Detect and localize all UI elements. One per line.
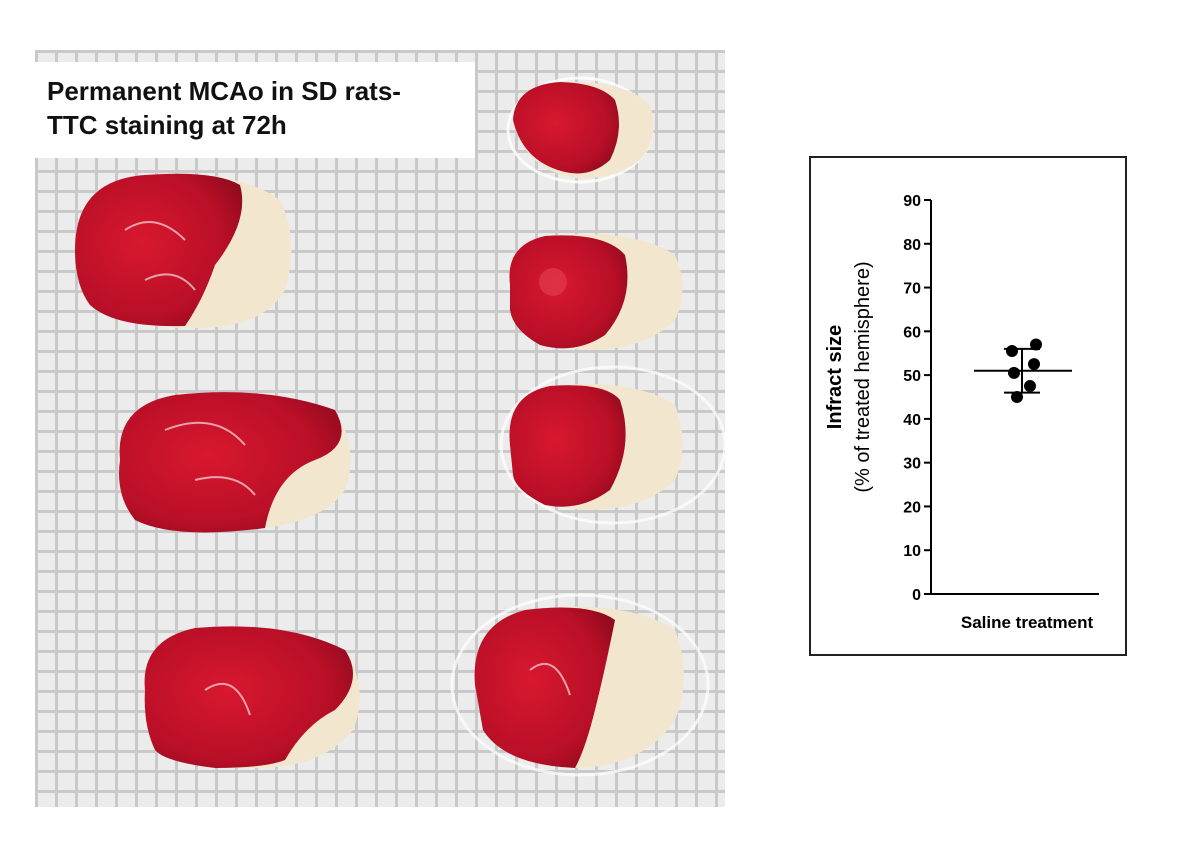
chart-svg: 0 10 20 30 40 50 60 70 80 90 Infract size (% of tre… <box>824 193 1099 632</box>
y-tick-label: 50 <box>903 368 921 385</box>
brain-slice-2 <box>75 173 292 329</box>
data-point <box>1006 345 1018 358</box>
ttc-brain-slices-photo: Permanent MCAo in SD rats- TTC staining … <box>35 50 725 807</box>
data-point <box>1030 338 1042 351</box>
brain-slice-7 <box>450 593 710 777</box>
brain-slice-1 <box>506 76 654 184</box>
y-tick-label: 10 <box>903 543 921 560</box>
y-axis-label-line-2: (% of treated hemisphere) <box>852 261 874 492</box>
y-tick-label: 60 <box>903 324 921 341</box>
brain-slice-3 <box>509 234 683 350</box>
y-tick-label: 0 <box>912 587 921 604</box>
brain-slice-4 <box>119 392 351 533</box>
y-tick-label: 40 <box>903 412 921 429</box>
y-tick-label: 70 <box>903 281 921 298</box>
chart-layer: 0 10 20 30 40 50 60 70 80 90 Infract size (% of tre… <box>824 193 1099 632</box>
data-point <box>1024 380 1036 393</box>
data-point <box>1028 358 1040 371</box>
y-axis-label-line-1: Infract size <box>824 325 846 429</box>
caption-line-1: Permanent MCAo in SD rats- <box>47 76 401 106</box>
y-tick-label: 30 <box>903 456 921 473</box>
y-tick-label: 80 <box>903 237 921 254</box>
y-tick-label: 90 <box>903 193 921 210</box>
brain-slice-6 <box>144 626 360 769</box>
data-point <box>1008 366 1020 379</box>
brain-slice-5 <box>499 365 725 525</box>
infarct-size-chart: 0 10 20 30 40 50 60 70 80 90 Infract size (% of tre… <box>809 156 1127 656</box>
caption-line-2: TTC staining at 72h <box>47 110 287 140</box>
x-category-label: Saline treatment <box>961 613 1094 632</box>
photo-caption: Permanent MCAo in SD rats- TTC staining … <box>35 62 475 158</box>
y-tick-label: 20 <box>903 499 921 516</box>
brain-slices-illustration <box>35 50 725 807</box>
data-point <box>1011 391 1023 403</box>
